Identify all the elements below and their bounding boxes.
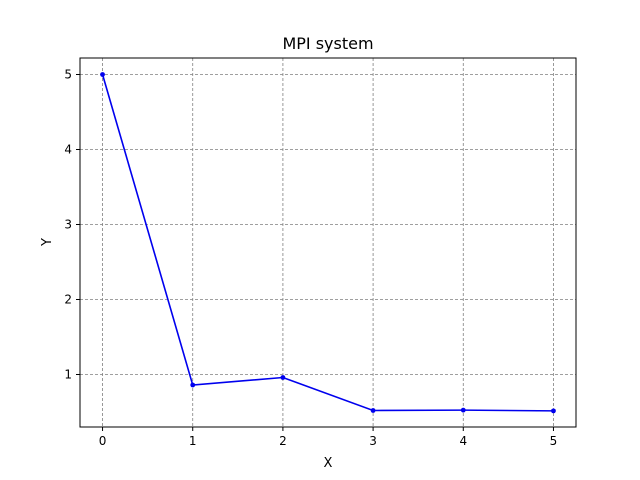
axis-ticks: 0 1 2 3 4 5 1 2 3 4 5 — [64, 68, 557, 449]
x-tick-label: 3 — [369, 434, 377, 448]
y-tick-label: 1 — [64, 368, 72, 382]
y-tick-label: 3 — [64, 218, 72, 232]
y-axis-label: Y — [40, 238, 55, 247]
y-tick-label: 2 — [64, 293, 72, 307]
x-tick-label: 4 — [459, 434, 467, 448]
data-point — [370, 408, 376, 413]
x-tick-label: 1 — [189, 434, 197, 448]
data-point — [280, 375, 286, 380]
data-point — [460, 407, 466, 413]
x-tick-label: 2 — [279, 434, 287, 448]
grid-lines — [80, 58, 576, 427]
chart-title: MPI system — [282, 34, 373, 53]
y-tick-label: 4 — [64, 143, 72, 157]
series-line — [101, 74, 554, 412]
plot-frame — [79, 57, 577, 428]
y-tick-label: 5 — [64, 68, 72, 82]
data-point — [190, 382, 196, 388]
x-axis-label: X — [324, 456, 333, 471]
data-point — [551, 408, 556, 414]
x-tick-label: 0 — [99, 434, 107, 448]
series-layer — [100, 72, 556, 414]
x-tick-label: 5 — [550, 434, 558, 448]
data-point — [100, 72, 105, 77]
